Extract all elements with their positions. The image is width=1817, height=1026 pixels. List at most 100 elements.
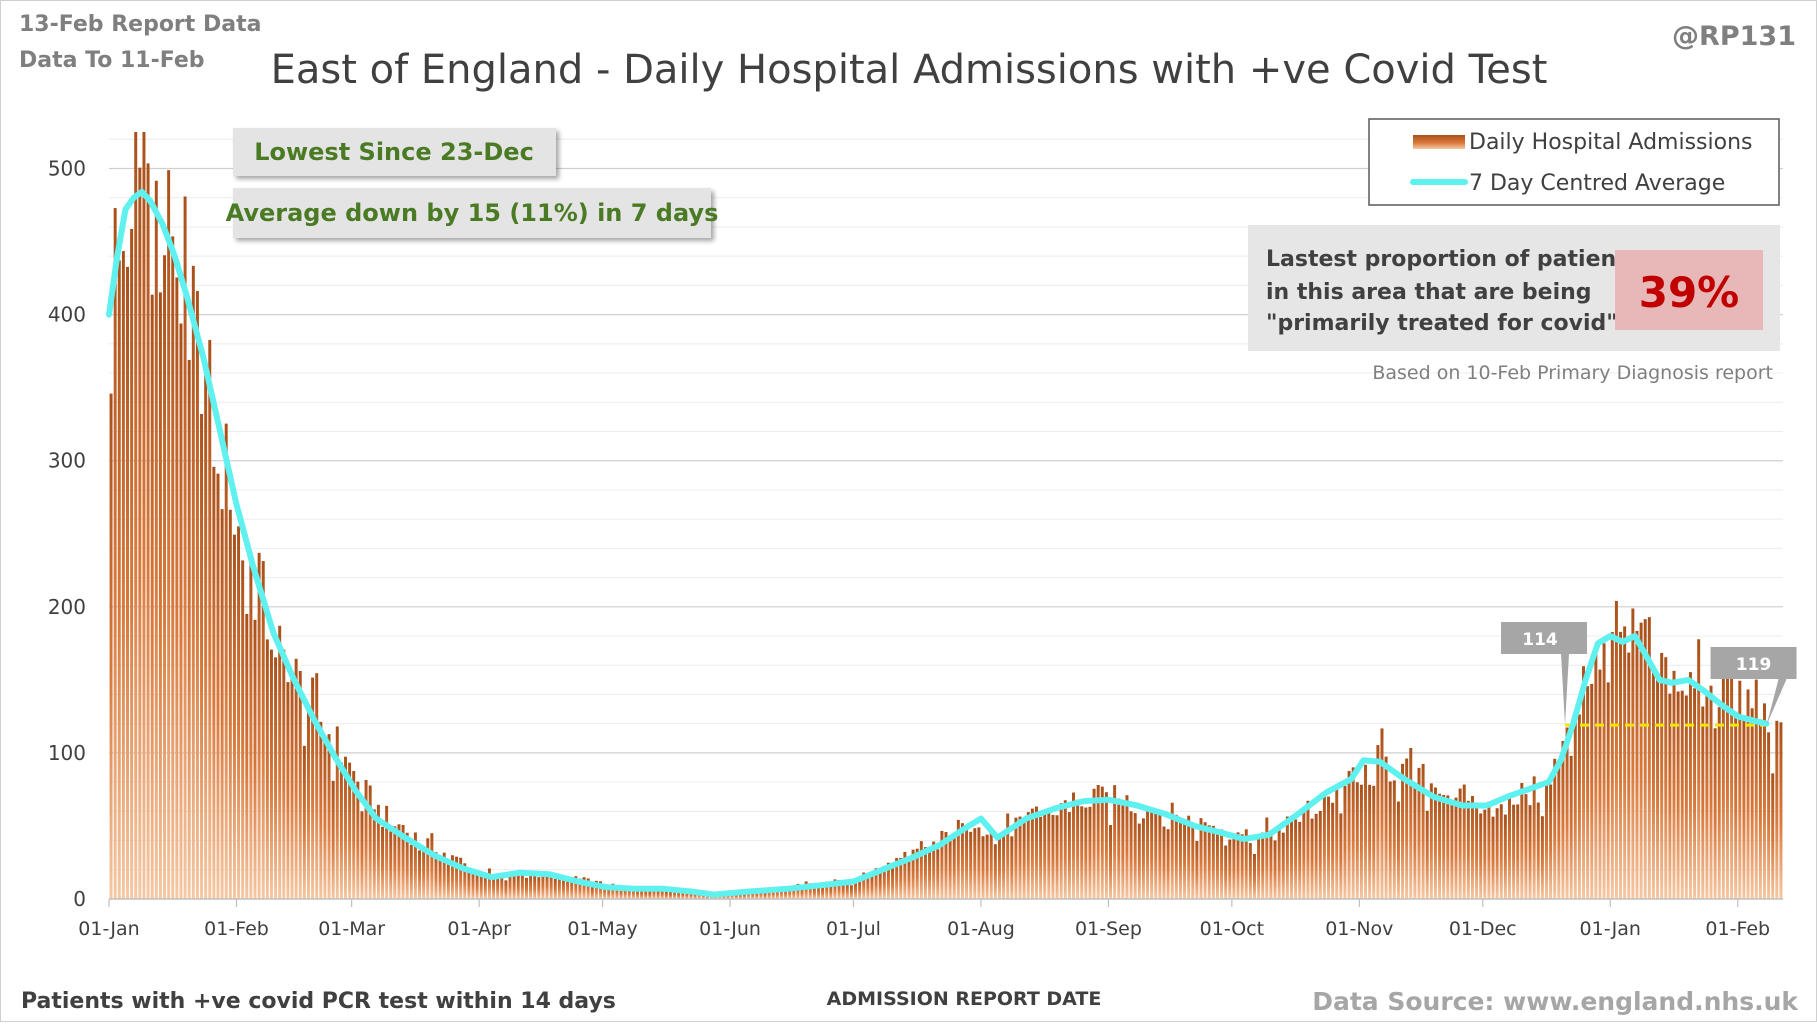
admission-bar — [1668, 693, 1672, 899]
y-tick-label: 500 — [48, 157, 86, 181]
admission-bar — [1265, 817, 1269, 899]
admission-bar — [759, 889, 763, 899]
admission-bar — [1672, 670, 1676, 899]
admission-bar — [393, 826, 397, 899]
admission-bar — [1072, 792, 1075, 899]
admission-bar — [183, 196, 187, 900]
admission-bar — [1335, 784, 1339, 899]
admission-bar — [302, 745, 306, 899]
admission-bar — [681, 891, 685, 899]
admission-bar — [413, 832, 417, 899]
admission-bar — [1454, 797, 1458, 899]
admission-bar — [693, 892, 697, 899]
admission-bar — [1133, 813, 1137, 899]
x-tick-label: 01-Feb — [1705, 918, 1770, 940]
admission-bar — [923, 847, 927, 899]
admission-bar — [1495, 808, 1499, 899]
author-handle: @RP131 — [1672, 21, 1796, 52]
admission-bar — [446, 862, 450, 899]
average-line — [106, 188, 1770, 898]
admission-bar — [1401, 763, 1405, 899]
admission-bar — [788, 886, 792, 899]
y-tick-label: 100 — [48, 741, 86, 765]
admission-bar — [520, 873, 524, 899]
admission-bar — [397, 824, 401, 899]
admission-bar — [928, 848, 932, 899]
admission-bar — [1113, 785, 1117, 899]
footer-note: Patients with +ve covid PCR test within … — [21, 989, 616, 1014]
admission-bar — [311, 677, 315, 899]
admission-bar — [1006, 813, 1010, 899]
admission-bar — [895, 858, 899, 899]
admission-bar — [1479, 813, 1483, 899]
admission-bar — [1664, 657, 1668, 899]
admission-bar — [1384, 756, 1388, 899]
admission-bar — [1141, 818, 1145, 899]
admission-bar — [1314, 813, 1318, 899]
admission-bar — [130, 228, 134, 899]
admission-bar — [1351, 767, 1355, 899]
admission-bar — [163, 255, 167, 899]
admission-bar — [611, 883, 615, 899]
admission-bar — [1725, 669, 1729, 899]
admission-bar — [685, 891, 689, 899]
admission-bar — [845, 881, 849, 899]
x-axis-title: ADMISSION REPORT DATE — [827, 988, 1102, 1010]
legend-bar-swatch — [1413, 135, 1465, 149]
admission-bar — [804, 881, 808, 899]
admission-bar — [241, 560, 245, 899]
admission-bar — [891, 866, 895, 899]
admission-bar — [224, 423, 228, 899]
admission-bar — [1388, 781, 1392, 899]
admission-bar — [800, 886, 804, 899]
admission-bar — [854, 881, 857, 899]
admission-bar — [1137, 823, 1141, 899]
admission-bar — [640, 889, 644, 899]
x-tick-label: 01-Dec — [1449, 918, 1517, 940]
admission-bar — [1125, 795, 1129, 899]
admission-bar — [228, 509, 232, 899]
admission-bar — [1417, 767, 1421, 899]
admission-bar — [1026, 812, 1030, 899]
admission-bar — [368, 785, 372, 899]
data-to-label: Data To 11-Feb — [19, 48, 205, 73]
admission-bar — [232, 534, 236, 899]
admission-bar — [1450, 802, 1454, 899]
admission-bar — [1577, 714, 1581, 899]
admission-bar — [508, 873, 512, 899]
admission-bar — [656, 889, 660, 899]
admission-bar — [1688, 672, 1692, 899]
admission-bar — [549, 873, 553, 899]
admission-bar — [1549, 784, 1553, 899]
admission-bar — [187, 359, 191, 900]
admission-bar — [467, 870, 471, 899]
admission-bar — [1425, 810, 1429, 899]
admission-bar — [1347, 770, 1351, 899]
proportion-line2: in this area that are being — [1266, 280, 1592, 305]
admission-bar — [257, 552, 261, 899]
admission-bar — [1039, 816, 1043, 899]
admission-bar — [911, 849, 915, 899]
legend-box — [1368, 118, 1780, 206]
admission-bar — [817, 885, 820, 899]
admission-bar — [269, 649, 273, 899]
admission-bar — [1207, 825, 1211, 899]
admission-bar — [1368, 784, 1372, 899]
admission-bar — [1458, 788, 1462, 899]
admission-bar — [1438, 793, 1442, 899]
admission-bar — [1059, 803, 1063, 899]
admission-bar — [1306, 800, 1310, 899]
admission-bar — [636, 889, 639, 899]
admission-bar — [985, 834, 989, 899]
admission-bar — [553, 878, 557, 899]
average-change-callout — [233, 188, 711, 238]
admission-bar — [109, 393, 113, 899]
admission-bar — [1717, 707, 1721, 899]
admission-bar — [940, 830, 944, 899]
admission-bar — [1516, 804, 1520, 899]
admission-bar — [1063, 800, 1067, 899]
admission-bar — [282, 649, 286, 899]
admission-bar — [1771, 773, 1775, 899]
admission-bar — [335, 726, 339, 899]
admission-bar — [146, 163, 150, 899]
